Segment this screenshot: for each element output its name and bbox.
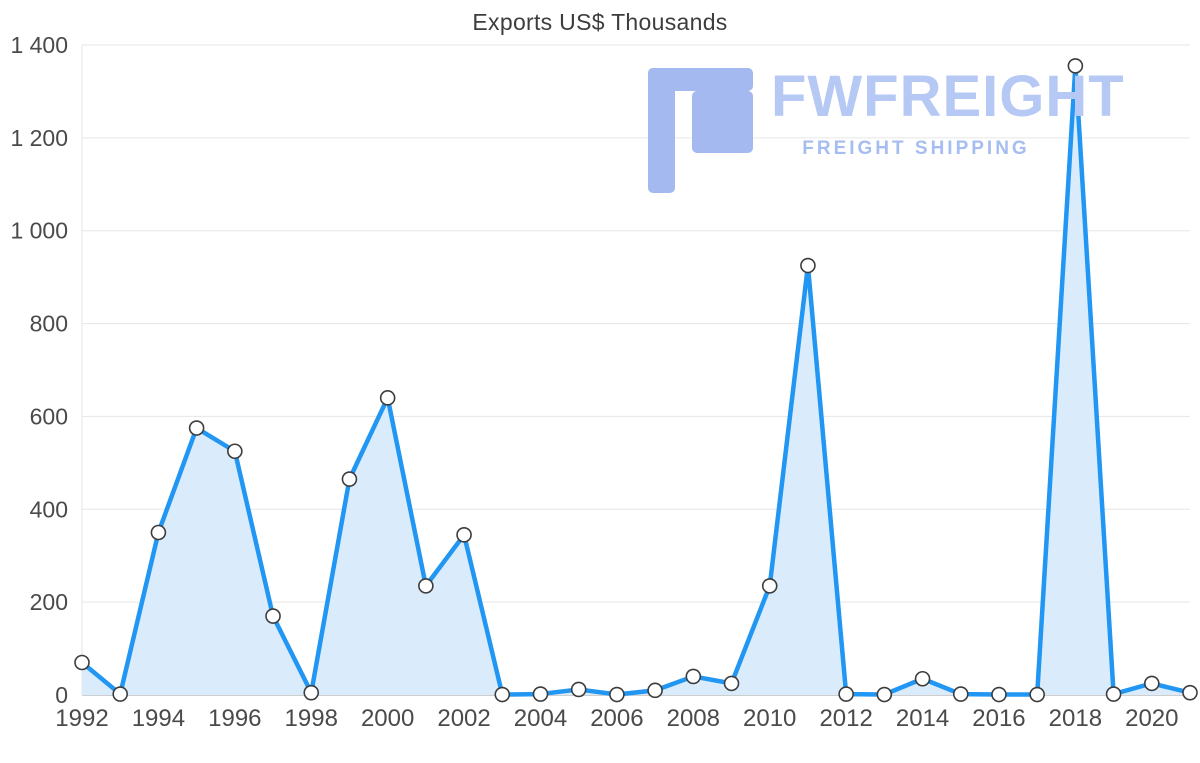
data-point-marker[interactable] <box>265 608 281 624</box>
data-point-marker[interactable] <box>570 681 587 698</box>
x-tick-label: 2014 <box>896 705 949 732</box>
area-fill <box>82 65 1190 695</box>
y-tick-label: 0 <box>55 682 68 708</box>
x-tick-label: 2008 <box>667 705 720 732</box>
data-point-marker[interactable] <box>1182 684 1198 701</box>
x-tick-label: 2010 <box>743 705 796 732</box>
x-tick-label: 2018 <box>1049 705 1102 732</box>
data-point-marker[interactable] <box>1105 686 1122 702</box>
data-point-marker[interactable] <box>1067 58 1084 74</box>
x-tick-label: 2020 <box>1125 705 1178 732</box>
data-point-marker[interactable] <box>685 668 702 685</box>
data-point-marker[interactable] <box>723 675 740 692</box>
data-point-marker[interactable] <box>761 578 778 594</box>
x-tick-label: 2006 <box>590 705 643 732</box>
x-tick-label: 1994 <box>132 705 185 732</box>
data-point-marker[interactable] <box>303 684 320 701</box>
data-point-marker[interactable] <box>1029 686 1045 703</box>
data-point-marker[interactable] <box>418 578 434 594</box>
data-point-marker[interactable] <box>188 420 205 436</box>
data-point-marker[interactable] <box>112 686 129 702</box>
data-point-marker[interactable] <box>494 686 511 703</box>
data-point-marker[interactable] <box>952 686 969 702</box>
y-tick-label: 600 <box>30 403 68 429</box>
data-point-marker[interactable] <box>609 686 625 703</box>
data-point-marker[interactable] <box>914 670 931 687</box>
data-point-marker[interactable] <box>379 390 396 406</box>
data-point-marker[interactable] <box>1143 675 1160 692</box>
y-tick-label: 1 000 <box>10 218 68 244</box>
x-tick-label: 2004 <box>514 705 567 732</box>
y-tick-label: 800 <box>30 311 68 337</box>
data-point-marker[interactable] <box>800 257 816 274</box>
y-tick-label: 400 <box>30 496 68 522</box>
data-point-marker[interactable] <box>150 524 167 541</box>
data-point-marker[interactable] <box>876 686 893 703</box>
x-tick-label: 1998 <box>285 705 338 732</box>
data-point-marker[interactable] <box>532 686 549 702</box>
data-point-marker[interactable] <box>341 471 358 487</box>
data-point-marker[interactable] <box>74 654 90 671</box>
x-tick-label: 1996 <box>208 705 261 732</box>
y-tick-label: 1 200 <box>10 125 68 151</box>
y-tick-label: 200 <box>30 589 68 615</box>
chart-title: Exports US$ Thousands <box>472 9 728 35</box>
data-point-marker[interactable] <box>647 682 663 699</box>
data-point-marker[interactable] <box>227 443 243 460</box>
x-tick-label: 2000 <box>361 705 414 732</box>
data-point-marker[interactable] <box>991 686 1007 703</box>
data-point-marker[interactable] <box>838 686 854 702</box>
y-tick-label: 1 400 <box>10 32 68 58</box>
x-tick-label: 2012 <box>819 705 872 732</box>
x-tick-label: 2016 <box>972 705 1025 732</box>
data-point-marker[interactable] <box>456 527 472 543</box>
x-tick-label: 2002 <box>437 705 490 732</box>
x-tick-label: 1992 <box>55 705 108 732</box>
